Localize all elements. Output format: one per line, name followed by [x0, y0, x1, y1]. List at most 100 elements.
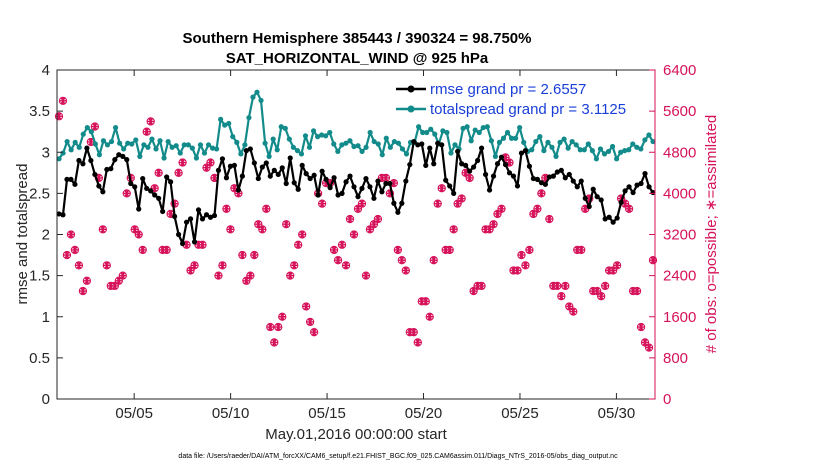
assimilated-obs-marker — [163, 246, 171, 254]
rmse-point — [534, 176, 540, 182]
assimilated-obs-marker — [609, 267, 617, 274]
rmse-point — [558, 167, 564, 173]
rmse-point — [518, 150, 525, 156]
rmse-point — [263, 160, 269, 166]
assimilated-obs-marker — [530, 210, 537, 218]
totalspread-point — [133, 137, 139, 143]
totalspread-point — [282, 125, 288, 131]
y-tick-label: 4 — [42, 62, 50, 79]
assimilated-obs-marker — [191, 261, 198, 269]
totalspread-point — [387, 144, 393, 150]
possible-obs-marker — [270, 338, 279, 347]
possible-obs-marker — [357, 199, 367, 208]
rmse-point — [522, 148, 529, 154]
possible-obs-marker — [294, 240, 303, 249]
possible-obs-marker — [393, 245, 403, 255]
rmse-point — [463, 162, 469, 169]
assimilated-obs-marker — [430, 256, 438, 264]
assimilated-obs-marker — [410, 328, 418, 336]
rmse-point — [630, 189, 636, 196]
rmse-point — [407, 161, 413, 168]
rmse-point — [72, 181, 78, 187]
y-right-tick-label: 6400 — [663, 62, 696, 79]
totalspread-point — [347, 138, 353, 144]
totalspread-point — [642, 137, 648, 143]
totalspread-point — [533, 138, 539, 145]
assimilated-obs-marker — [478, 282, 485, 290]
x-tick-label: 05/15 — [308, 405, 346, 422]
totalspread-point — [504, 129, 511, 136]
rmse-point — [542, 181, 548, 187]
possible-obs-marker — [309, 328, 319, 337]
rmse-point — [546, 174, 552, 180]
assimilated-obs-marker — [533, 205, 541, 213]
rmse-point — [168, 179, 174, 185]
totalspread-point — [614, 156, 620, 162]
rmse-point — [259, 164, 265, 170]
totalspread-point — [561, 136, 567, 142]
possible-obs-marker — [290, 261, 299, 270]
rmse-point — [207, 214, 214, 220]
assimilated-obs-marker — [282, 220, 290, 228]
possible-obs-marker — [521, 261, 530, 270]
rmse-point — [506, 170, 513, 176]
rmse-point — [60, 212, 66, 218]
assimilated-obs-marker — [131, 225, 139, 233]
possible-obs-marker — [202, 163, 211, 172]
rmse-point — [160, 208, 166, 215]
rmse-point — [351, 184, 357, 190]
assimilated-obs-marker — [175, 169, 182, 177]
assimilated-obs-marker — [350, 231, 358, 238]
totalspread-point — [181, 142, 187, 148]
assimilated-obs-marker — [374, 215, 382, 223]
assimilated-obs-marker — [258, 225, 266, 233]
assimilated-obs-marker — [294, 241, 302, 249]
totalspread-point — [513, 135, 519, 141]
rmse-point — [618, 199, 624, 206]
rmse-point — [610, 219, 616, 225]
x-tick-label: 05/05 — [115, 405, 153, 422]
rmse-point — [415, 142, 421, 148]
assimilated-obs-marker — [390, 179, 398, 187]
possible-obs-marker — [341, 261, 351, 270]
totalspread-point — [573, 142, 579, 148]
y-tick-label: 0 — [42, 391, 50, 408]
totalspread-point — [480, 124, 486, 131]
totalspread-point — [242, 142, 248, 148]
totalspread-point — [262, 140, 268, 146]
rmse-point — [427, 145, 433, 151]
assimilated-obs-marker — [103, 261, 111, 269]
rmse-point — [638, 180, 644, 187]
assimilated-obs-marker — [83, 277, 91, 285]
rmse-point — [183, 219, 190, 225]
rmse-point — [323, 176, 329, 182]
assimilated-obs-marker — [629, 287, 637, 295]
possible-obs-marker — [246, 271, 255, 280]
totalspread-point — [230, 134, 236, 140]
assimilated-obs-marker — [545, 215, 553, 223]
rmse-point — [467, 168, 473, 174]
rmse-point — [634, 182, 640, 188]
possible-obs-marker — [134, 230, 143, 239]
rmse-point — [586, 203, 592, 210]
assimilated-obs-marker — [231, 184, 238, 192]
x-tick-label: 05/30 — [598, 405, 636, 422]
totalspread-point — [448, 150, 454, 156]
assimilated-obs-marker — [346, 215, 354, 223]
totalspread-point — [290, 144, 296, 150]
possible-obs-marker — [174, 168, 183, 177]
possible-obs-marker — [597, 292, 606, 301]
assimilated-obs-marker — [394, 246, 402, 254]
possible-obs-marker — [489, 220, 498, 229]
assimilated-obs-marker — [422, 297, 430, 305]
rmse-point — [502, 161, 509, 168]
totalspread-point — [351, 143, 357, 150]
assimilated-obs-marker — [402, 267, 410, 274]
totalspread-point — [108, 138, 115, 145]
x-axis: 05/05 05/10 05/15 05/20 05/25 05/30 — [115, 70, 635, 422]
assimilated-obs-marker — [159, 246, 167, 254]
totalspread-point — [618, 149, 624, 155]
totalspread-point — [145, 144, 151, 150]
assimilated-obs-marker — [621, 200, 629, 208]
rmse-point — [494, 161, 501, 167]
